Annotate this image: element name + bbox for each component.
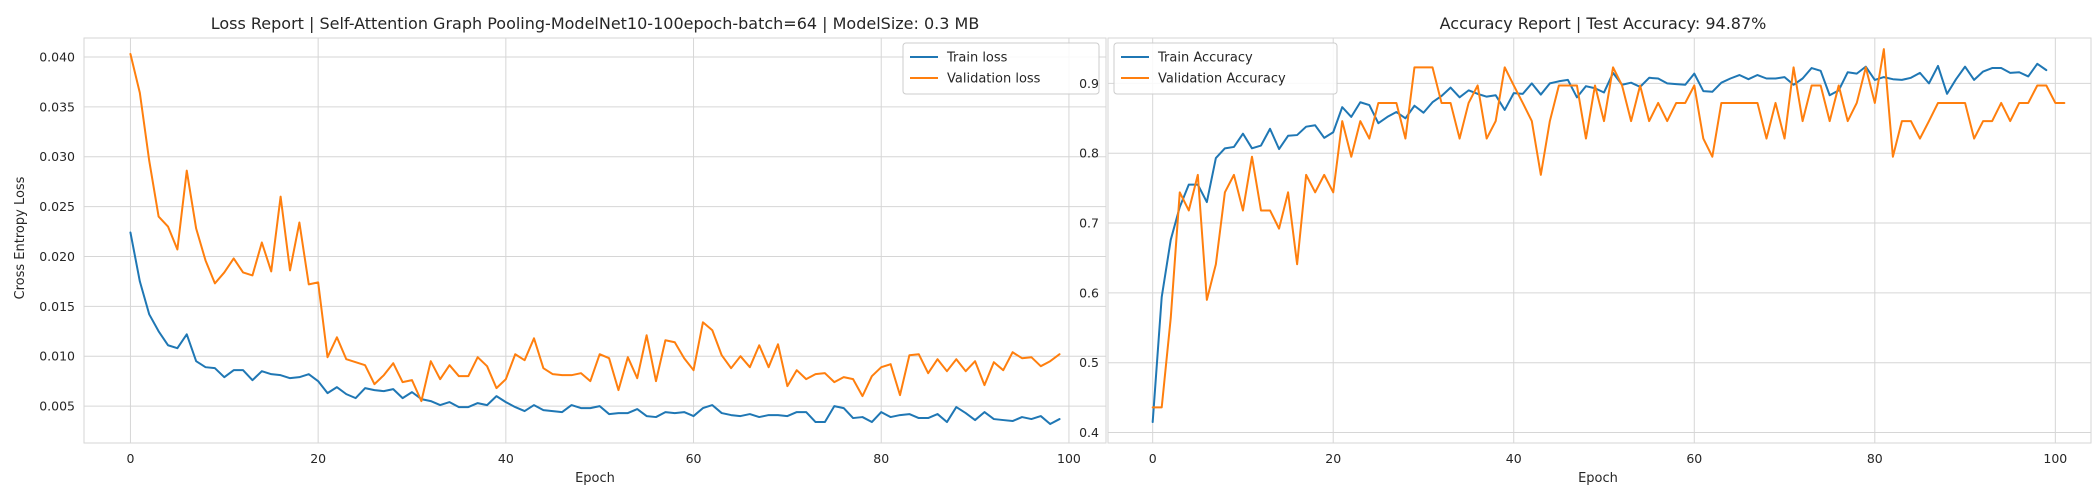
loss-ytick-label: 0.005 (39, 399, 75, 414)
loss-ytick-label: 0.040 (39, 49, 75, 64)
accuracy-xtick-label: 100 (2043, 451, 2067, 466)
loss-legend-box (902, 42, 1100, 95)
accuracy-legend-box (1113, 42, 1338, 95)
loss-chart-ylabel: Cross Entropy Loss (13, 176, 28, 299)
accuracy-series-train-line (1151, 62, 2048, 424)
accuracy-chart-ticks: 0 20 40 60 80 100 0.4 0.5 0.6 0.7 0.8 0.9 (1079, 76, 2067, 466)
accuracy-chart: Accuracy Report | Test Accuracy: 94.87% … (1079, 14, 2092, 486)
accuracy-ytick-label: 0.7 (1079, 216, 1099, 231)
loss-xtick-label: 100 (1057, 451, 1081, 466)
loss-chart: Loss Report | Self-Attention Graph Pooli… (13, 14, 1107, 486)
loss-ytick-label: 0.015 (39, 299, 75, 314)
loss-ytick-label: 0.030 (39, 149, 75, 164)
accuracy-chart-xlabel: Epoch (1578, 471, 1618, 486)
accuracy-xtick-label: 40 (1506, 451, 1522, 466)
loss-chart-series (129, 52, 1061, 426)
accuracy-chart-series (1151, 48, 2066, 424)
legend-validation-loss: Validation loss (947, 72, 1041, 87)
loss-ytick-label: 0.020 (39, 249, 75, 264)
loss-ytick-label: 0.010 (39, 349, 75, 364)
accuracy-xtick-label: 60 (1686, 451, 1702, 466)
accuracy-ytick-label: 0.8 (1079, 146, 1099, 161)
accuracy-ytick-label: 0.6 (1079, 285, 1099, 300)
legend-train-loss: Train loss (946, 51, 1008, 66)
accuracy-ytick-label: 0.5 (1079, 355, 1099, 370)
loss-ytick-label: 0.025 (39, 199, 75, 214)
accuracy-ytick-label: 0.9 (1079, 76, 1099, 91)
legend-validation-accuracy: Validation Accuracy (1158, 72, 1286, 87)
legend-train-accuracy: Train Accuracy (1157, 51, 1253, 66)
loss-series-validation-line (129, 52, 1061, 403)
loss-xtick-label: 0 (126, 451, 134, 466)
accuracy-xtick-label: 0 (1149, 451, 1157, 466)
loss-chart-frame (83, 37, 1107, 444)
loss-chart-title: Loss Report | Self-Attention Graph Pooli… (211, 14, 980, 33)
accuracy-chart-legend: Train Accuracy Validation Accuracy (1113, 42, 1338, 95)
loss-ytick-label: 0.035 (39, 99, 75, 114)
loss-series-train-line (129, 231, 1061, 426)
accuracy-xtick-label: 20 (1325, 451, 1341, 466)
loss-chart-legend: Train loss Validation loss (902, 42, 1100, 95)
accuracy-chart-title: Accuracy Report | Test Accuracy: 94.87% (1440, 14, 1767, 33)
accuracy-chart-frame (1107, 37, 2092, 444)
accuracy-ytick-label: 0.4 (1079, 425, 1099, 440)
accuracy-series-validation-line (1151, 48, 2066, 409)
loss-xtick-label: 60 (686, 451, 702, 466)
loss-xtick-label: 20 (310, 451, 326, 466)
loss-chart-ticks: 0 20 40 60 80 100 0.005 0.010 0.015 0.020 0.025 0.0… (39, 49, 1081, 466)
loss-chart-xlabel: Epoch (575, 471, 615, 486)
loss-xtick-label: 40 (498, 451, 514, 466)
accuracy-xtick-label: 80 (1867, 451, 1883, 466)
loss-xtick-label: 80 (873, 451, 889, 466)
